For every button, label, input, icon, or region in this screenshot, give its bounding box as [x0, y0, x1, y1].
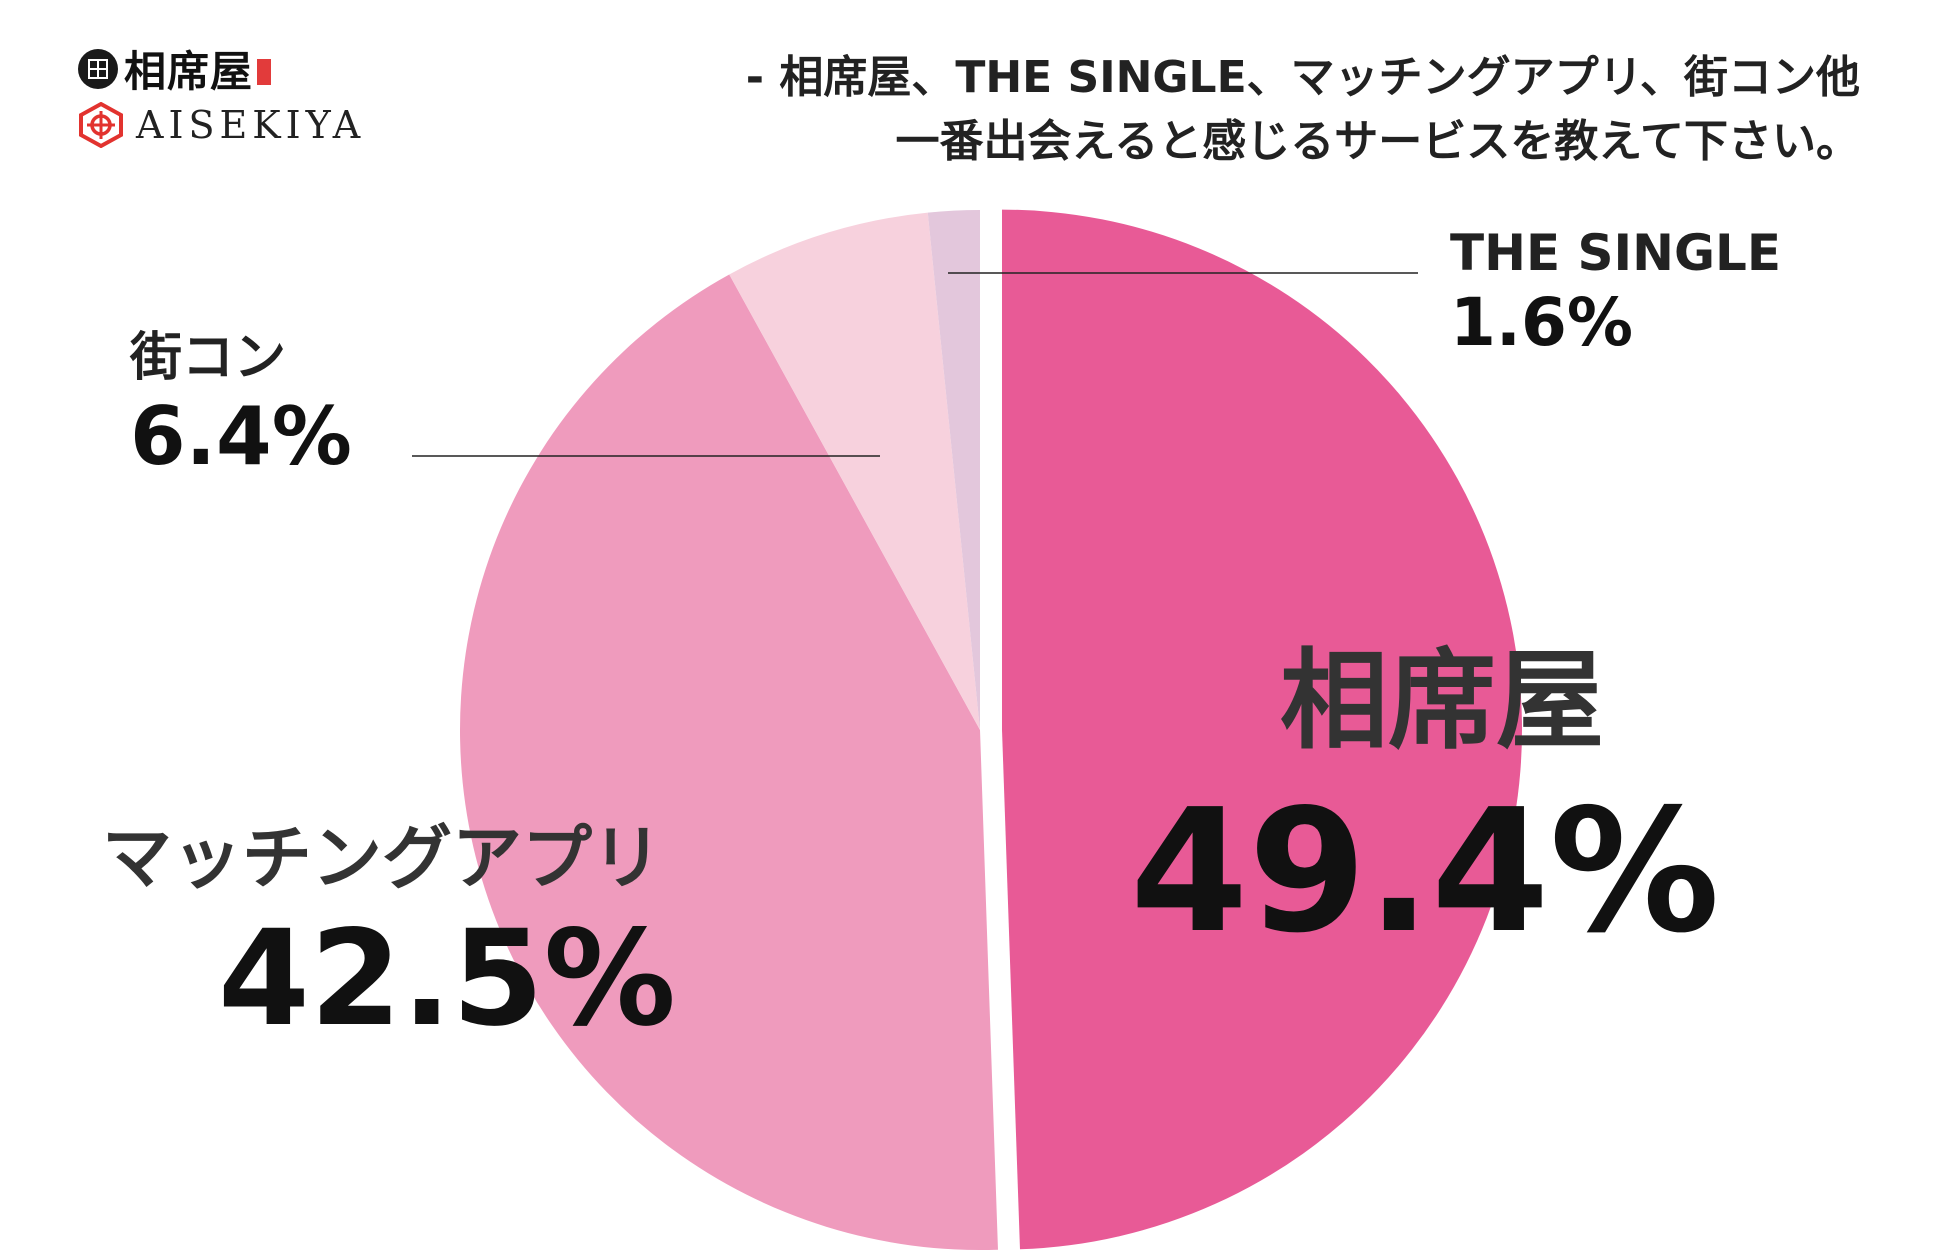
label-aisekiya: 相席屋 49.4%: [1130, 632, 1720, 972]
slice-value-machikon: 6.4%: [130, 390, 352, 483]
label-matching-app: マッチングアプリ 42.5%: [102, 812, 676, 1054]
logo-bottom-row: AISEKIYA: [78, 102, 365, 148]
slice-name-the-single: THE SINGLE: [1450, 224, 1782, 282]
slice-machikon: [729, 212, 980, 730]
kamon-icon: [78, 48, 118, 89]
slice-name-machikon: 街コン: [130, 328, 287, 388]
logo-japanese-name: 相席屋: [124, 47, 254, 96]
slice-name-matching-app: マッチングアプリ: [102, 817, 662, 899]
aisekiya-crest-icon: [79, 102, 123, 148]
slice-name-aisekiya: 相席屋: [1280, 639, 1605, 764]
label-the-single: THE SINGLE 1.6%: [1450, 222, 1781, 362]
slice-aisekiya: [1001, 209, 1523, 1250]
logo-stamp-icon: [257, 58, 272, 85]
slice-matching-app: [459, 274, 998, 1250]
slice-the-single: [927, 210, 980, 730]
aisekiya-logo: 相席屋 AISEKIYA: [78, 38, 368, 158]
label-machikon: 街コン 6.4%: [130, 326, 352, 484]
slice-value-matching-app: 42.5%: [218, 902, 676, 1056]
slice-value-the-single: 1.6%: [1450, 284, 1634, 361]
slice-value-aisekiya: 49.4%: [1130, 773, 1720, 971]
logo-top-row: 相席屋: [78, 38, 272, 99]
logo-english-name: AISEKIYA: [136, 103, 366, 147]
